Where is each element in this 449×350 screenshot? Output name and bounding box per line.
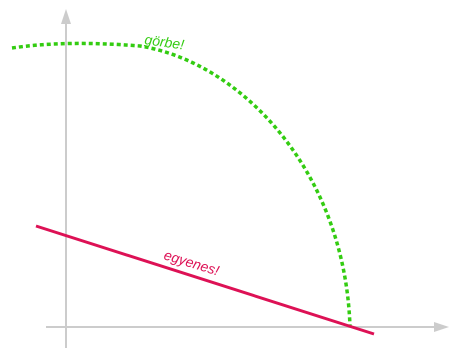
y-axis-arrowhead: [61, 9, 71, 24]
straight-line: [35, 224, 375, 336]
line-label: egyenes!: [162, 247, 221, 279]
curve-dashed: [11, 41, 352, 328]
x-axis-arrowhead: [434, 322, 449, 332]
curve-label: görbe!: [144, 31, 186, 52]
